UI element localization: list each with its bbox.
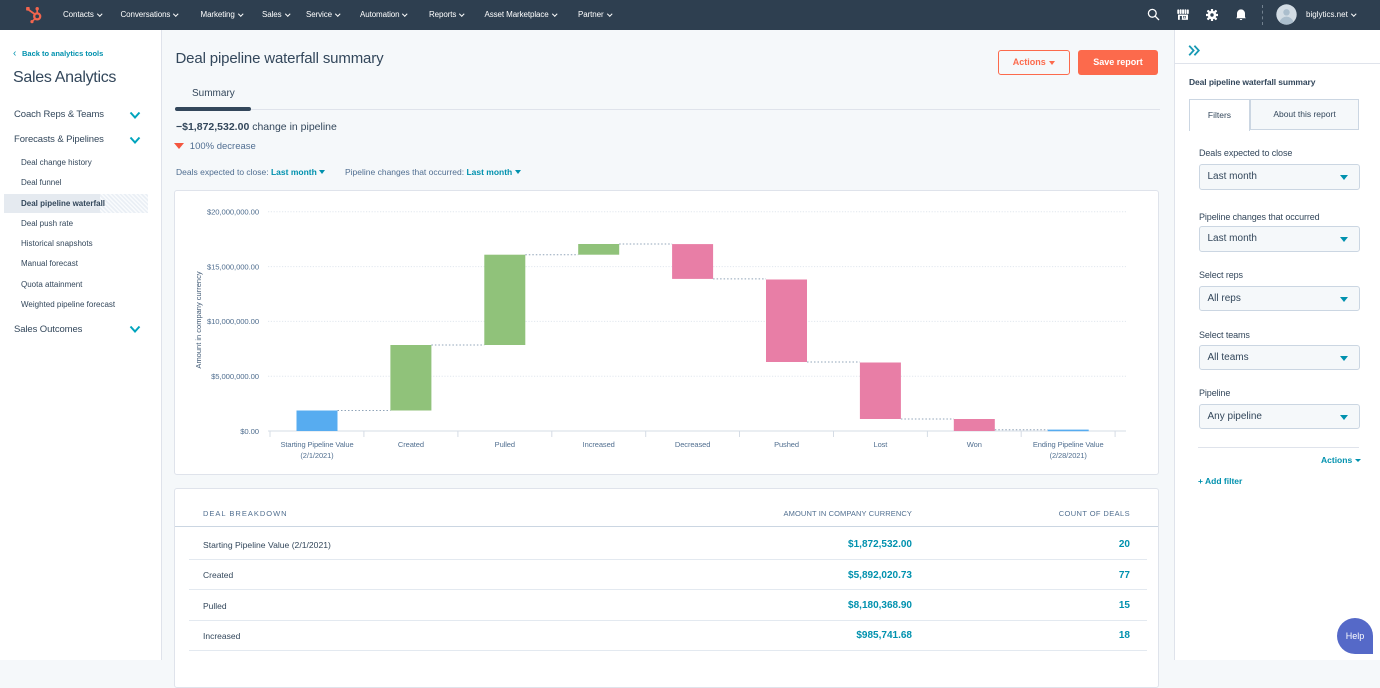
svg-text:Decreased: Decreased xyxy=(675,440,710,449)
svg-text:(2/1/2021): (2/1/2021) xyxy=(300,451,334,460)
svg-text:Pushed: Pushed xyxy=(774,440,799,449)
svg-text:(2/28/2021): (2/28/2021) xyxy=(1050,451,1088,460)
svg-text:$0.00: $0.00 xyxy=(240,427,259,436)
svg-text:Created: Created xyxy=(398,440,424,449)
svg-text:Ending Pipeline Value: Ending Pipeline Value xyxy=(1033,440,1104,449)
svg-text:$10,000,000.00: $10,000,000.00 xyxy=(207,317,259,326)
svg-text:$15,000,000.00: $15,000,000.00 xyxy=(207,262,259,271)
svg-text:$20,000,000.00: $20,000,000.00 xyxy=(207,208,259,217)
svg-text:Pulled: Pulled xyxy=(495,440,515,449)
svg-text:Increased: Increased xyxy=(583,440,615,449)
svg-text:$5,000,000.00: $5,000,000.00 xyxy=(211,372,259,381)
svg-text:Amount in company currency: Amount in company currency xyxy=(194,271,203,368)
svg-text:Starting Pipeline Value: Starting Pipeline Value xyxy=(280,440,353,449)
svg-text:Won: Won xyxy=(967,440,982,449)
svg-text:Lost: Lost xyxy=(874,440,889,449)
